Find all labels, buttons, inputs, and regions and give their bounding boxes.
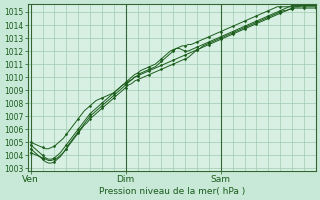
X-axis label: Pression niveau de la mer( hPa ): Pression niveau de la mer( hPa )	[99, 187, 245, 196]
